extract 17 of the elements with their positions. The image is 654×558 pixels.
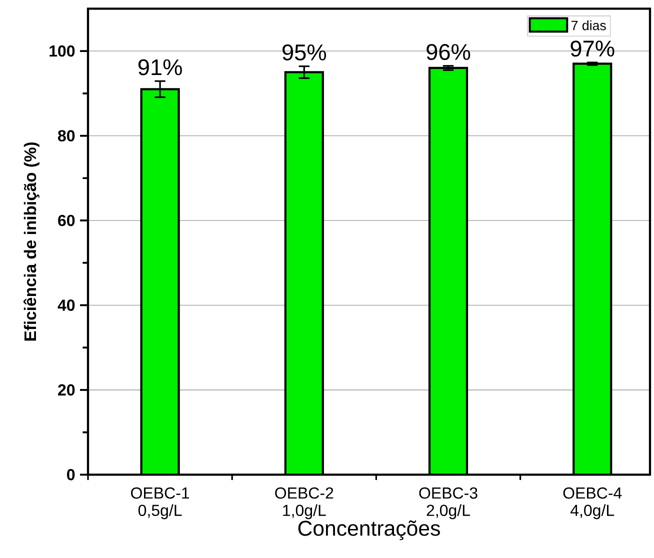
x-tick-label: OEBC-4 4,0g/L — [563, 487, 622, 520]
y-tick-label: 100 — [50, 45, 75, 57]
data-label: 91% — [138, 59, 182, 76]
y-tick-label: 60 — [58, 214, 75, 226]
y-tick-label: 80 — [58, 130, 75, 142]
x-tick-label: OEBC-1 0,5g/L — [131, 487, 190, 520]
y-tick-label: 20 — [58, 384, 75, 396]
legend-label: 7 dias — [572, 20, 606, 30]
y-tick-label: 0 — [67, 469, 75, 480]
x-tick-label: OEBC-3 2,0g/L — [419, 487, 478, 520]
data-label: 96% — [426, 44, 470, 60]
y-tick-label: 40 — [58, 300, 75, 311]
x-tick-label: OEBC-2 1,0g/L — [275, 487, 334, 520]
data-label: 95% — [282, 44, 326, 60]
x-axis-title: Concentrações — [298, 520, 440, 540]
y-axis-title: Eficiência de inibição (%) — [24, 142, 40, 341]
data-label: 97% — [570, 40, 614, 57]
